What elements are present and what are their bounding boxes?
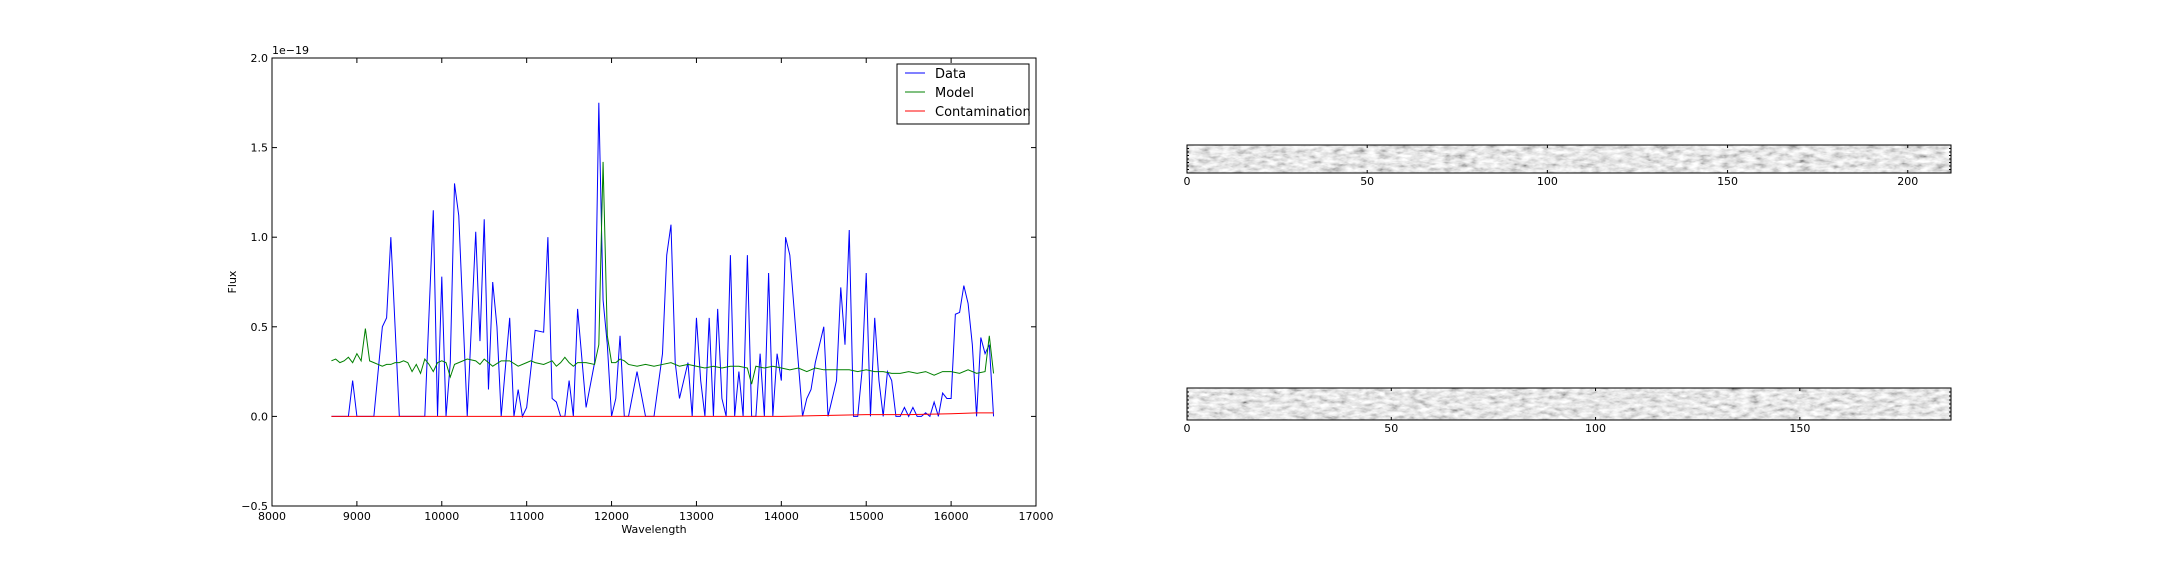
image-x-tick-label: 100 xyxy=(1537,175,1558,188)
legend-label-model: Model xyxy=(935,86,974,101)
y-tick-label: −0.5 xyxy=(241,500,268,513)
legend-label-contamination: Contamination xyxy=(935,105,1031,120)
series-line-contamination xyxy=(331,412,994,417)
y-tick-label: 0.5 xyxy=(251,321,269,334)
image-x-tick-label: 150 xyxy=(1789,422,1810,435)
image-x-tick-label: 150 xyxy=(1717,175,1738,188)
x-tick-label: 10000 xyxy=(424,510,459,523)
x-tick-label: 12000 xyxy=(594,510,629,523)
spectrum-plot: 8000 9000 10000 11000 12000 13000 14000 15000 16… xyxy=(226,44,1054,536)
y-tick-label: 1.0 xyxy=(251,231,269,244)
x-tick-label: 9000 xyxy=(343,510,371,523)
spectrum-image-1-pixels xyxy=(1187,145,1951,173)
x-tick-label: 16000 xyxy=(934,510,969,523)
x-tick-label: 14000 xyxy=(764,510,799,523)
image-x-tick-label: 50 xyxy=(1360,175,1374,188)
image-x-tick-label: 200 xyxy=(1897,175,1918,188)
spectrum-plot-frame xyxy=(271,57,1037,507)
image-x-tick-label: 0 xyxy=(1184,175,1191,188)
y-tick-label: 1.5 xyxy=(251,142,269,155)
image-x-tick-label: 100 xyxy=(1585,422,1606,435)
legend-frame xyxy=(896,63,1030,125)
spectrum-image-2-pixels xyxy=(1187,388,1951,420)
x-tick-label: 15000 xyxy=(849,510,884,523)
series-line-model xyxy=(331,161,995,385)
x-tick-label: 11000 xyxy=(509,510,544,523)
image-x-tick-label: 50 xyxy=(1384,422,1398,435)
y-offset-text: 1e−19 xyxy=(272,44,309,57)
spectrum-image-2: 0 50 100 150 xyxy=(1184,387,1952,435)
series-line-data xyxy=(331,102,995,419)
y-tick-label: 0.0 xyxy=(251,410,269,423)
y-axis-label: Flux xyxy=(226,270,239,293)
x-axis-label: Wavelength xyxy=(621,523,686,536)
spectrum-image-1: 0 50 100 150 200 xyxy=(1184,144,1952,188)
legend: Data Model Contamination xyxy=(896,63,1031,125)
x-tick-label: 17000 xyxy=(1019,510,1054,523)
image-x-tick-label: 0 xyxy=(1184,422,1191,435)
spectrum-image-1-y-ticks xyxy=(1187,144,1951,174)
legend-label-data: Data xyxy=(935,67,966,82)
y-tick-label: 2.0 xyxy=(251,52,269,65)
x-tick-label: 13000 xyxy=(679,510,714,523)
x-tick-label: 8000 xyxy=(258,510,286,523)
